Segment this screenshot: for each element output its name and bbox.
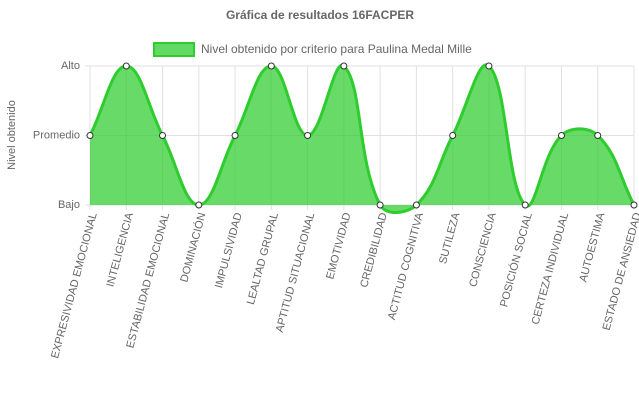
point [231,132,239,139]
x-tick-label: AUTOESTIMA [577,211,607,284]
x-tick-label: CREDIBILIDAD [358,211,390,289]
x-tick-label: CONSCIENCIA [467,211,499,289]
x-tick-label: APTITUD SITUACIONAL [274,211,318,333]
x-tick-label: LEALTAD GRUPAL [245,211,281,306]
point [267,62,275,70]
x-tick-label: ESTABILIDAD EMOCIONAL [124,211,172,349]
point [159,132,167,139]
point [412,201,420,209]
x-tick-label: ACTITUD COGNITIVA [386,211,426,321]
x-tick-label: DOMINACIÓN [177,211,208,283]
x-tick-label: INTELIGENCIA [105,211,137,289]
x-tick-label: ESTADO DE ANSIEDAD [601,211,639,331]
line [88,63,636,214]
x-tick-label: SUTILEZA [437,211,462,266]
point [557,132,565,139]
y-tick-label: Bajo [58,199,80,211]
y-tick-label: Promedio [33,129,80,141]
point [485,62,493,70]
legend-label: Nivel obtenido por criterio para Paulina… [201,42,472,56]
legend-swatch [153,42,195,57]
point [304,132,312,139]
y-axis-label: Nivel obtenido [6,100,18,170]
x-tick-label: IMPULSIVIDAD [213,211,245,289]
point [521,201,529,209]
x-tick-label: EMOTIVIDAD [324,211,353,280]
x-tick-label: EXPRESIVIDAD EMOCIONAL [49,211,100,359]
point [594,132,602,139]
chart-title: Gráfica de resultados 16FACPER [226,8,414,22]
y-tick-label: Alto [61,60,80,72]
point [340,62,348,70]
x-tick-label: POSICIÓN SOCIAL [497,211,535,308]
point [86,132,94,139]
x-tick-label: CERTEZA INDIVIDUAL [530,211,571,326]
point [630,201,638,209]
point [195,201,203,209]
point [122,62,130,70]
point [376,201,384,209]
point [449,132,457,139]
